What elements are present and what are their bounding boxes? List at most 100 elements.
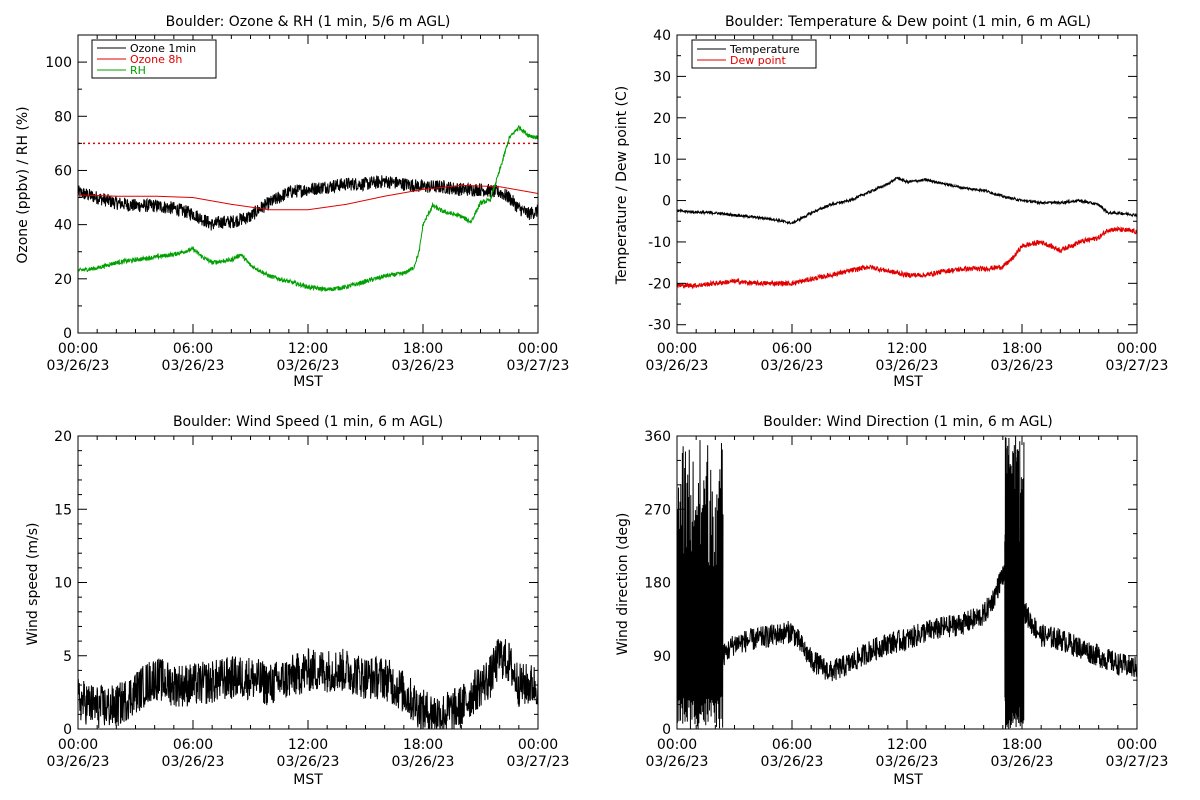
wind-speed-panel: Boulder: Wind Speed (1 min, 6 m AGL) 00:… [25,414,569,788]
y-tick-label: 0 [63,326,72,342]
x-axis-label: MST [293,374,323,390]
x-tick-time: 00:00 [58,737,98,753]
y-tick-label: 0 [662,722,671,738]
x-tick-date: 03/26/23 [876,754,939,770]
x-tick-time: 18:00 [403,341,443,357]
y-tick-label: 90 [653,649,671,665]
x-tick-time: 00:00 [1117,737,1157,753]
y-tick-label: 40 [653,28,671,44]
series-line-rh [78,124,538,293]
y-tick-label: -30 [648,318,671,334]
x-tick-time: 18:00 [1002,737,1042,753]
y-tick-label: 20 [54,429,72,445]
x-tick-time: 06:00 [173,341,213,357]
axes: 00:0003/26/2306:0003/26/2312:0003/26/231… [45,34,570,374]
y-tick-label: 100 [45,55,72,71]
x-tick-time: 18:00 [403,737,443,753]
y-tick-label: 20 [653,111,671,127]
axes: 00:0003/26/2306:0003/26/2312:0003/26/231… [644,429,1168,770]
x-tick-time: 06:00 [173,737,213,753]
x-tick-date: 03/26/23 [876,358,939,374]
chart-title: Boulder: Temperature & Dew point (1 min,… [725,14,1091,30]
legend-label-rh: RH [130,64,146,77]
y-tick-label: 180 [644,576,671,592]
x-tick-date: 03/26/23 [761,754,824,770]
x-tick-date: 03/27/23 [1106,754,1169,770]
x-tick-date: 03/26/23 [162,754,225,770]
plot-area [677,436,1137,729]
x-tick-time: 12:00 [887,341,927,357]
legend: Ozone 1min Ozone 8h RH [91,39,217,79]
y-tick-label: 10 [653,152,671,168]
x-tick-date: 03/26/23 [991,358,1054,374]
direction-spikes-1 [1004,436,1025,729]
y-tick-label: -20 [648,276,671,292]
wind-direction-panel: Boulder: Wind Direction (1 min, 6 m AGL)… [615,414,1168,788]
plot-area [78,638,538,729]
chart-title: Boulder: Ozone & RH (1 min, 5/6 m AGL) [166,14,451,30]
temperature-dewpoint-panel: Boulder: Temperature & Dew point (1 min,… [614,14,1168,390]
y-tick-label: 15 [54,502,72,518]
x-tick-date: 03/26/23 [991,754,1054,770]
chart-title: Boulder: Wind Direction (1 min, 6 m AGL) [763,414,1052,430]
y-tick-label: 60 [54,163,72,179]
x-tick-date: 03/26/23 [47,358,110,374]
plot-area [677,176,1137,290]
x-tick-date: 03/26/23 [392,358,455,374]
x-tick-time: 12:00 [288,737,328,753]
y-tick-label: -10 [648,235,671,251]
y-tick-label: 80 [54,109,72,125]
x-tick-time: 00:00 [518,341,558,357]
y-tick-label: 0 [63,722,72,738]
y-tick-label: 30 [653,69,671,85]
x-axis-label: MST [893,374,923,390]
x-tick-date: 03/27/23 [1106,358,1169,374]
ozone-rh-panel: Boulder: Ozone & RH (1 min, 5/6 m AGL) 0… [15,14,569,390]
axes: 00:0003/26/2306:0003/26/2312:0003/26/231… [47,429,570,770]
x-tick-time: 06:00 [772,737,812,753]
x-tick-date: 03/26/23 [162,358,225,374]
y-axis-label: Wind direction (deg) [615,513,631,656]
series-line-temperature [677,176,1137,225]
y-axis-label: Temperature / Dew point (C) [614,86,630,285]
legend: Temperature Dew point [691,39,817,69]
y-tick-label: 270 [644,502,671,518]
x-tick-time: 00:00 [58,341,98,357]
series-line-series-0 [78,638,538,729]
legend-label-temperature: Temperature [729,43,800,56]
x-tick-date: 03/27/23 [507,754,570,770]
plot-frame [676,34,1138,334]
legend-label-ozone-1min: Ozone 1min [130,42,196,55]
x-tick-date: 03/26/23 [761,358,824,374]
x-tick-time: 00:00 [1117,341,1157,357]
axes: 00:0003/26/2306:0003/26/2312:0003/26/231… [646,28,1169,374]
legend-label-ozone-8h: Ozone 8h [130,53,182,66]
x-tick-date: 03/26/23 [646,358,709,374]
direction-spikes-0 [677,440,724,729]
x-tick-time: 18:00 [1002,341,1042,357]
plot-frame [676,435,1138,730]
x-tick-time: 06:00 [772,341,812,357]
x-tick-date: 03/27/23 [507,358,570,374]
x-tick-date: 03/26/23 [646,754,709,770]
series-line-ozone-1min [78,175,538,231]
x-tick-date: 03/26/23 [277,754,340,770]
legend-label-dew-point: Dew point [730,54,786,67]
x-tick-time: 12:00 [887,737,927,753]
y-tick-label: 10 [54,576,72,592]
y-tick-label: 0 [662,194,671,210]
x-tick-time: 00:00 [657,341,697,357]
plot-area [78,124,538,293]
legend-frame [691,39,817,69]
x-tick-time: 00:00 [657,737,697,753]
x-tick-date: 03/26/23 [47,754,110,770]
x-axis-label: MST [293,772,323,788]
y-tick-label: 20 [54,272,72,288]
x-tick-date: 03/26/23 [277,358,340,374]
y-axis-label: Wind speed (m/s) [25,523,41,646]
x-axis-label: MST [893,772,923,788]
series-line-dew-point [677,225,1137,290]
x-tick-time: 12:00 [288,341,328,357]
series-line-ozone-8h [78,184,538,211]
